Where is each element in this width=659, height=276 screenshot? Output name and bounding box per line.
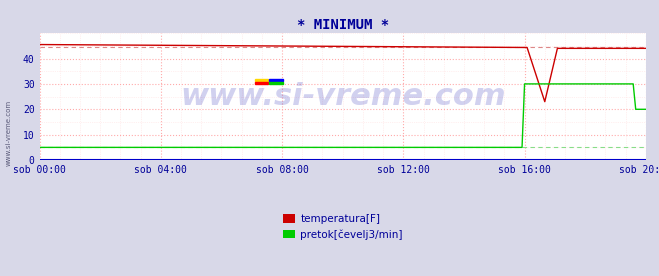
Bar (270, 79, 283, 81)
Bar (255, 82, 268, 84)
Legend: temperatura[F], pretok[čevelj3/min]: temperatura[F], pretok[čevelj3/min] (278, 210, 407, 244)
Text: www.si-vreme.com: www.si-vreme.com (180, 82, 505, 111)
Text: www.si-vreme.com: www.si-vreme.com (5, 99, 11, 166)
Bar (270, 82, 283, 84)
Title: * MINIMUM *: * MINIMUM * (297, 18, 389, 32)
Bar (255, 79, 268, 81)
